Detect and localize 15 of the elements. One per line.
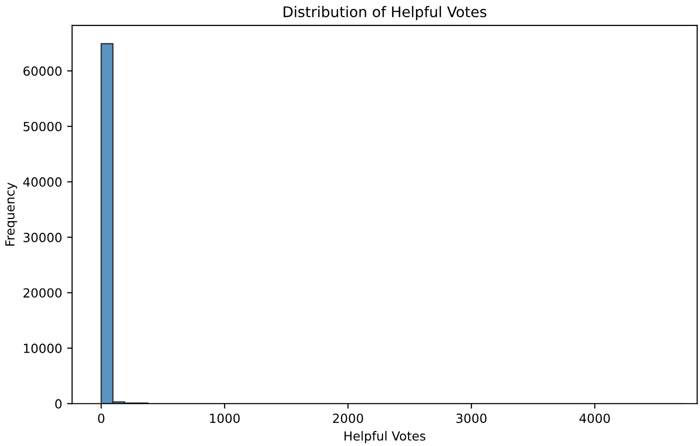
x-tick-label: 3000	[456, 414, 486, 424]
y-tick-label: 30000	[24, 232, 62, 242]
y-axis-title: Frequency	[5, 182, 18, 246]
y-tick-label: 50000	[24, 122, 62, 132]
y-tick-label: 20000	[24, 288, 62, 298]
chart-title: Distribution of Helpful Votes	[284, 6, 486, 20]
x-tick-label: 4000	[579, 414, 610, 424]
x-tick-label: 2000	[333, 414, 364, 424]
y-tick-label: 40000	[23, 177, 62, 187]
y-tick-label: 0	[55, 399, 62, 409]
x-tick-label: 0	[98, 414, 104, 424]
y-tick-label: 60000	[23, 66, 62, 76]
y-tick-label: 10000	[24, 344, 62, 354]
x-axis-title: Helpful Votes	[344, 431, 426, 444]
x-tick-label: 1000	[210, 414, 240, 424]
